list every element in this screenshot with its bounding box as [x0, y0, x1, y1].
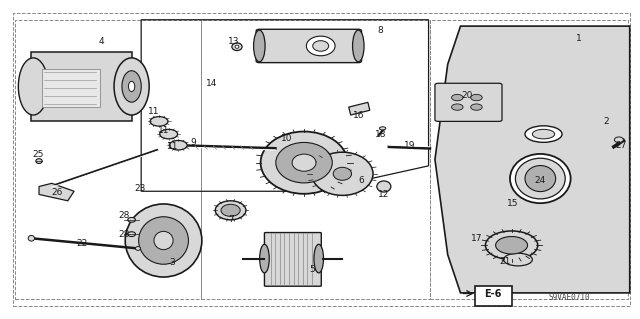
Ellipse shape — [532, 129, 555, 139]
Ellipse shape — [312, 152, 373, 196]
Ellipse shape — [139, 217, 188, 264]
Ellipse shape — [232, 43, 242, 50]
Ellipse shape — [36, 159, 42, 163]
Text: 11: 11 — [148, 108, 160, 116]
Ellipse shape — [260, 131, 348, 194]
Text: 26: 26 — [51, 188, 63, 197]
Ellipse shape — [128, 232, 136, 236]
Polygon shape — [39, 183, 74, 201]
Ellipse shape — [314, 244, 323, 273]
Text: 24: 24 — [534, 176, 546, 185]
Text: 10: 10 — [281, 134, 292, 143]
Text: 28: 28 — [118, 211, 130, 219]
Ellipse shape — [377, 181, 391, 192]
Ellipse shape — [525, 166, 556, 192]
Ellipse shape — [307, 36, 335, 56]
Ellipse shape — [260, 244, 269, 273]
Text: 13: 13 — [228, 38, 239, 47]
Text: 1: 1 — [576, 34, 582, 43]
Ellipse shape — [125, 204, 202, 277]
Text: 9: 9 — [191, 137, 196, 146]
FancyBboxPatch shape — [256, 29, 362, 63]
Text: E-6: E-6 — [484, 288, 502, 299]
Ellipse shape — [380, 127, 386, 130]
Text: 27: 27 — [616, 141, 627, 150]
Text: 17: 17 — [470, 234, 482, 243]
Ellipse shape — [235, 45, 239, 48]
Ellipse shape — [19, 58, 48, 115]
Text: 18: 18 — [375, 130, 387, 138]
Text: 12: 12 — [378, 190, 390, 199]
Ellipse shape — [154, 231, 173, 250]
Text: 22: 22 — [77, 239, 88, 248]
Ellipse shape — [515, 158, 565, 199]
FancyBboxPatch shape — [42, 69, 100, 107]
FancyBboxPatch shape — [435, 83, 502, 122]
Ellipse shape — [452, 104, 463, 110]
Text: 28: 28 — [118, 230, 130, 239]
Ellipse shape — [136, 247, 141, 250]
Text: 5: 5 — [310, 264, 316, 274]
Ellipse shape — [122, 71, 141, 102]
Polygon shape — [349, 102, 370, 115]
Ellipse shape — [333, 167, 351, 180]
Text: 4: 4 — [99, 38, 104, 47]
Ellipse shape — [215, 201, 246, 220]
Text: 21: 21 — [499, 257, 511, 266]
Text: 16: 16 — [353, 111, 364, 120]
Ellipse shape — [614, 137, 623, 143]
Text: 3: 3 — [169, 258, 175, 267]
Text: 15: 15 — [507, 199, 518, 208]
Text: 8: 8 — [378, 26, 383, 35]
Ellipse shape — [128, 218, 136, 222]
Ellipse shape — [276, 143, 332, 183]
Ellipse shape — [160, 129, 177, 139]
Ellipse shape — [129, 81, 135, 92]
Polygon shape — [435, 26, 630, 293]
FancyBboxPatch shape — [474, 286, 511, 306]
Text: 20: 20 — [461, 92, 472, 100]
Text: 14: 14 — [205, 79, 217, 88]
Ellipse shape — [221, 204, 240, 216]
Text: 19: 19 — [404, 141, 415, 150]
Ellipse shape — [525, 126, 562, 142]
Ellipse shape — [470, 104, 482, 110]
Text: 11: 11 — [158, 126, 170, 135]
Ellipse shape — [504, 253, 532, 266]
Text: 7: 7 — [228, 215, 234, 224]
Polygon shape — [31, 51, 132, 122]
Text: 11: 11 — [168, 142, 179, 151]
Ellipse shape — [510, 154, 571, 203]
Ellipse shape — [313, 41, 329, 51]
Ellipse shape — [452, 94, 463, 101]
Ellipse shape — [114, 58, 149, 115]
Ellipse shape — [292, 154, 316, 171]
Text: 23: 23 — [134, 184, 145, 193]
Text: S9VAE0710: S9VAE0710 — [548, 293, 590, 302]
Text: 6: 6 — [358, 176, 364, 185]
Ellipse shape — [485, 231, 538, 260]
Text: 2: 2 — [604, 117, 609, 126]
Ellipse shape — [253, 30, 265, 62]
Ellipse shape — [170, 140, 187, 150]
Ellipse shape — [353, 30, 364, 62]
Text: 25: 25 — [32, 150, 44, 159]
Ellipse shape — [470, 94, 482, 101]
FancyBboxPatch shape — [264, 233, 321, 286]
Ellipse shape — [28, 235, 35, 241]
Ellipse shape — [495, 236, 527, 254]
Ellipse shape — [150, 117, 168, 126]
